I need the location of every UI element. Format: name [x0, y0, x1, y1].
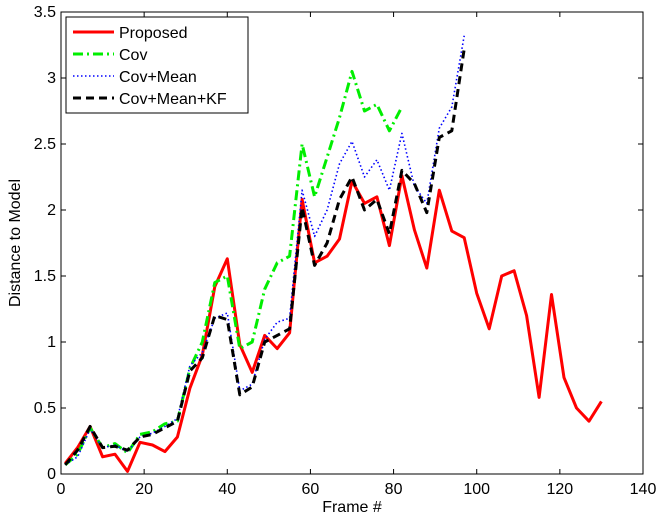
series-line-3	[64, 35, 465, 466]
y-tick-label: 3.5	[34, 4, 56, 21]
ticks-layer: 0 20 40 60 80 100 120 140 0 0.5 1 1.5 2 2.5 3 3.5	[34, 4, 657, 498]
axes-box	[60, 11, 644, 475]
y-tick-label: 3	[47, 70, 56, 87]
y-tick-label: 2	[47, 202, 56, 219]
x-axis-label: Frame #	[322, 499, 382, 516]
y-tick-label: 1	[47, 334, 56, 351]
x-tick-label: 100	[463, 481, 490, 498]
y-tick-label: 2.5	[34, 136, 56, 153]
legend: Proposed Cov Cov+Mean Cov+Mean+KF	[65, 16, 249, 114]
x-tick-label: 0	[57, 481, 66, 498]
y-tick-label: 1.5	[34, 268, 56, 285]
x-tick-label: 140	[630, 481, 657, 498]
legend-label-4: Cov+Mean+KF	[119, 91, 227, 108]
series-layer	[64, 35, 603, 473]
legend-label-1: Proposed	[119, 25, 188, 42]
series-line-2	[64, 69, 404, 466]
x-tick-label: 120	[547, 481, 574, 498]
x-tick-label: 40	[218, 481, 236, 498]
series-line-4	[64, 48, 466, 466]
series-line-1	[64, 174, 603, 473]
y-tick-label: 0.5	[34, 400, 56, 417]
legend-label-2: Cov	[119, 47, 147, 64]
x-tick-label: 20	[135, 481, 153, 498]
y-tick-label: 0	[47, 466, 56, 483]
x-tick-label: 60	[302, 481, 320, 498]
x-tick-label: 80	[385, 481, 403, 498]
legend-label-3: Cov+Mean	[119, 69, 197, 86]
y-axis-label: Distance to Model	[7, 179, 24, 307]
